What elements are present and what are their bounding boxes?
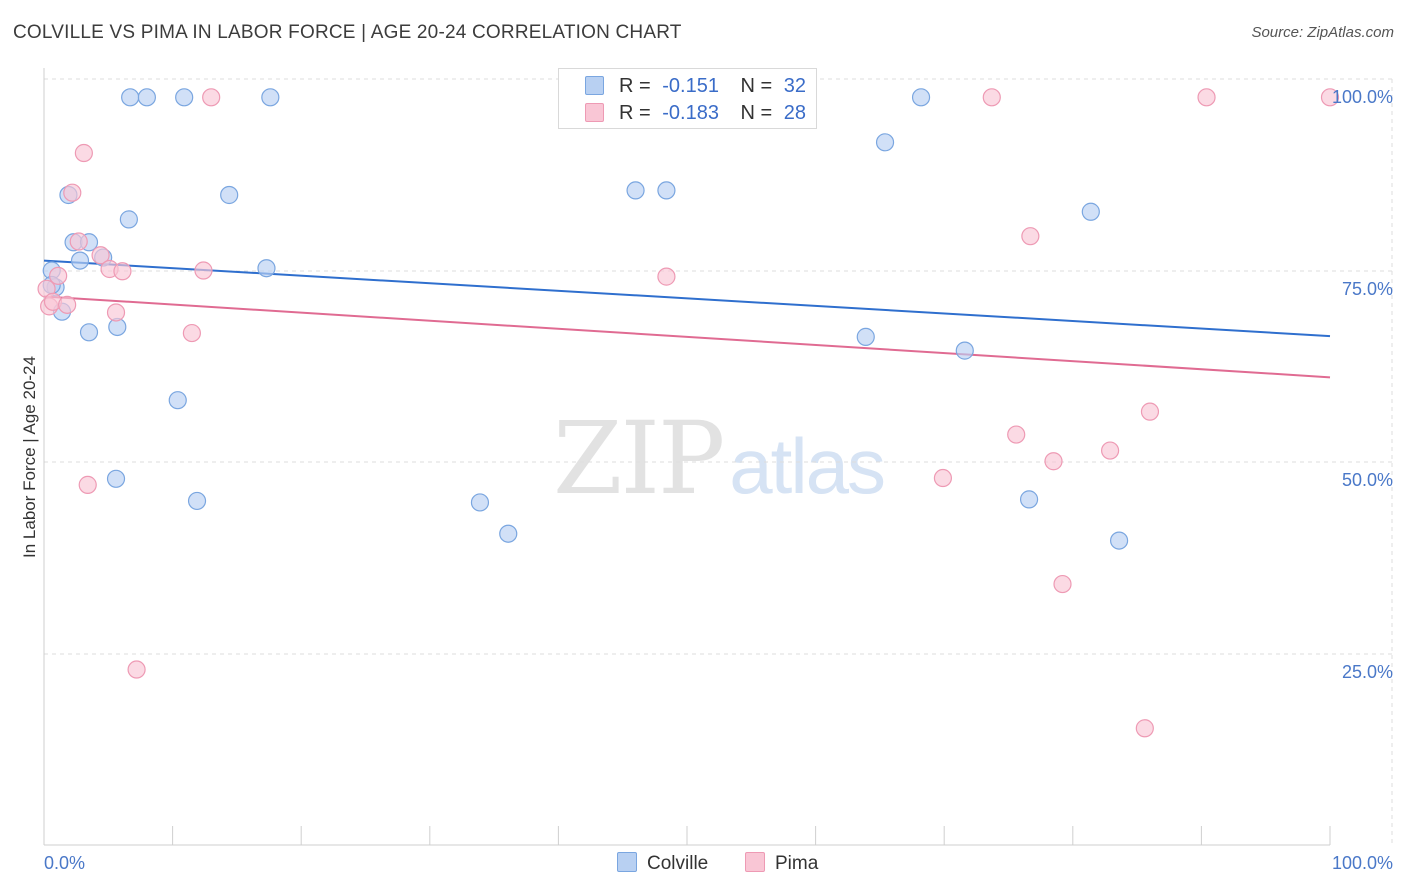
correlation-legend: R = -0.151 N = 32 R = -0.183 N = 28 — [558, 68, 817, 129]
colville-point — [856, 327, 875, 346]
bottom-colville-label: Colville — [647, 853, 709, 874]
pima-point — [1053, 574, 1072, 594]
y-tick-label: 25.0% — [1342, 662, 1393, 682]
colville-point — [70, 251, 90, 270]
pima-point — [63, 183, 82, 202]
colville-point — [168, 391, 187, 410]
trend-lines — [43, 259, 1331, 379]
grid-lines — [44, 78, 1393, 845]
colville-point — [1081, 202, 1100, 221]
pima-point — [69, 232, 88, 251]
pima-n-value: 28 — [783, 102, 807, 124]
colville-point — [121, 88, 140, 107]
pima-r-label: R = — [619, 102, 651, 124]
colville-point — [137, 88, 156, 107]
pima-point — [1197, 88, 1216, 107]
bottom-legend-pima: Pima — [745, 852, 818, 876]
y-tick-label: 75.0% — [1342, 279, 1393, 299]
chart-title: COLVILLE VS PIMA IN LABOR FORCE | AGE 20… — [13, 22, 682, 43]
pima-r-value: -0.183 — [662, 102, 719, 124]
colville-point — [106, 469, 126, 488]
pima-point — [106, 303, 126, 322]
colville-swatch — [585, 76, 604, 95]
pima-point — [127, 660, 146, 679]
x-tick-label-min: 0.0% — [44, 853, 85, 873]
colville-point — [955, 341, 974, 360]
pima-point — [1320, 88, 1340, 107]
pima-point — [182, 323, 201, 343]
source-label: Source: ZipAtlas.com — [1251, 24, 1394, 41]
colville-point — [257, 259, 276, 278]
pima-point — [194, 261, 213, 280]
colville-point — [261, 88, 280, 107]
y-tick-label: 100.0% — [1332, 87, 1393, 107]
bottom-colville-swatch — [617, 852, 637, 872]
bottom-pima-label: Pima — [775, 853, 819, 874]
data-points — [37, 88, 1340, 738]
colville-point — [119, 210, 138, 229]
pima-point — [1044, 452, 1063, 471]
colville-point — [1109, 531, 1129, 550]
colville-point — [79, 323, 99, 342]
pima-point — [202, 88, 221, 107]
pima-point — [933, 468, 953, 488]
colville-point — [175, 88, 194, 107]
colville-point — [626, 181, 645, 200]
pima-point — [49, 266, 68, 285]
colville-point — [470, 493, 490, 512]
pima-point — [58, 295, 77, 314]
colville-point — [220, 185, 239, 205]
bottom-pima-swatch — [745, 852, 765, 872]
pima-point — [1007, 425, 1026, 444]
axes — [43, 68, 1331, 846]
pima-swatch — [585, 103, 604, 122]
y-tick-label: 50.0% — [1342, 470, 1393, 490]
tick-labels: 25.0% 50.0% 75.0% 100.0% 0.0% 100.0% — [44, 87, 1393, 873]
x-tick-label-max: 100.0% — [1332, 853, 1393, 873]
colville-n-value: 32 — [783, 75, 807, 97]
colville-n-label: N = — [740, 75, 773, 97]
colville-point — [657, 181, 676, 200]
colville-point — [187, 491, 207, 511]
colville-trend-line — [43, 259, 1331, 338]
pima-point — [1140, 402, 1160, 421]
colville-point — [1019, 490, 1039, 509]
pima-point — [113, 262, 132, 281]
pima-point — [982, 88, 1001, 107]
bottom-legend-colville: Colville — [617, 852, 708, 876]
watermark: ZIPatlas — [553, 400, 886, 517]
pima-n-label: N = — [740, 102, 773, 124]
pima-point — [1021, 227, 1040, 246]
colville-point — [499, 524, 518, 543]
watermark-atlas: atlas — [729, 422, 886, 510]
colville-point — [911, 88, 931, 107]
colville-r-label: R = — [619, 75, 651, 97]
pima-point — [1100, 441, 1120, 460]
watermark-zip: ZIP — [553, 400, 725, 517]
pima-point — [74, 143, 93, 163]
pima-point — [78, 475, 97, 494]
pima-point — [91, 246, 110, 265]
colville-point — [875, 133, 895, 152]
pima-trend-line — [43, 295, 1331, 379]
pima-point — [657, 267, 676, 286]
colville-r-value: -0.151 — [662, 75, 719, 97]
pima-point — [1135, 719, 1154, 738]
